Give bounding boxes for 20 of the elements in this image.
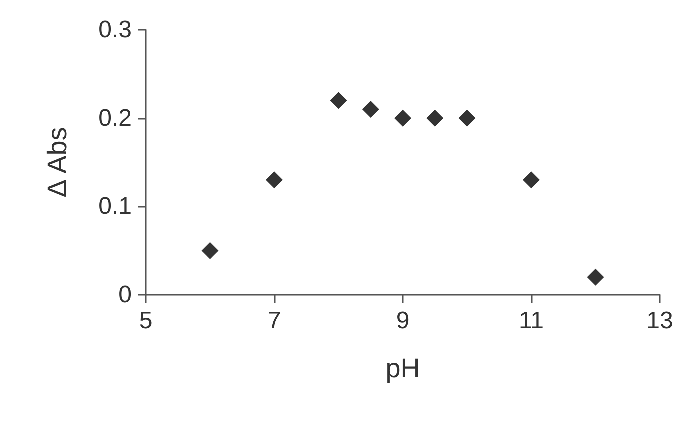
x-axis-title: pH [386,354,420,384]
point [202,242,219,260]
point [266,172,283,189]
point [523,172,540,189]
point [587,268,604,286]
point [458,110,476,127]
y-tick-label: 0.2 [98,104,132,132]
x-tick-label: 5 [139,308,153,334]
point [330,92,348,110]
point [362,101,380,118]
y-axis-title: Δ Abs [42,127,72,198]
x-tick-label: 9 [396,308,410,334]
y-tick-label: 0.1 [98,193,132,220]
point [426,110,444,127]
x-tick-label: 11 [519,308,544,334]
y-tick-label: 0.3 [98,16,132,44]
x-tick-label: 13 [646,308,674,334]
point [394,110,412,127]
x-tick-label: 7 [268,308,282,334]
y-tick-label: 0 [118,282,132,308]
